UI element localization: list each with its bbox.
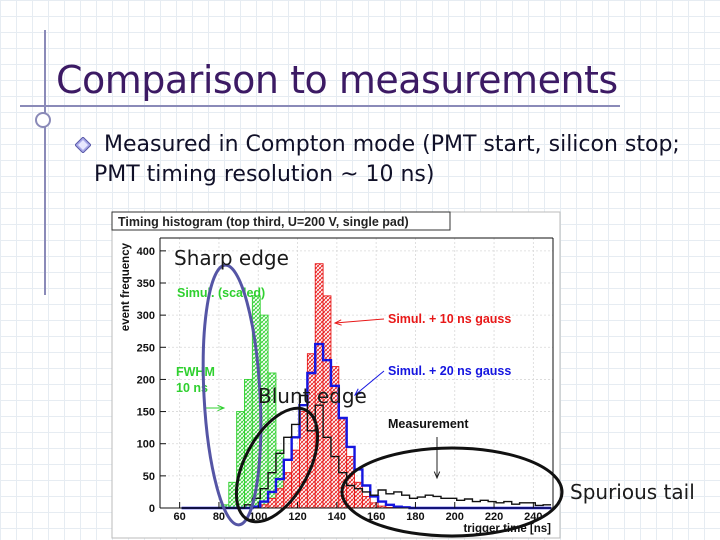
x-tick-label: 200 <box>446 511 464 523</box>
annotation-simul-scaled: Simul. (scaled) <box>177 286 265 300</box>
y-tick-label: 200 <box>137 374 155 386</box>
annotation-simul-10ns: Simul. + 10 ns gauss <box>388 312 511 326</box>
annotation-measurement: Measurement <box>388 417 469 431</box>
chart-title: Timing histogram (top third, U=200 V, si… <box>118 215 409 229</box>
arrow-measurement-head <box>433 471 441 480</box>
annotation-fwhm-value: 10 ns <box>176 381 208 395</box>
y-tick-label: 0 <box>149 503 155 515</box>
slide-title: Comparison to measurements <box>56 58 618 102</box>
y-tick-label: 150 <box>137 407 155 419</box>
decorative-circle <box>35 112 51 128</box>
arrow-simul-20ns <box>354 370 385 396</box>
diamond-bullet-icon <box>75 137 91 153</box>
chart-title-box <box>111 211 451 231</box>
sharp-edge-label: Sharp edge <box>174 246 289 270</box>
x-tick-label: 80 <box>213 511 225 523</box>
sharp-edge-highlight-ellipse <box>201 263 263 527</box>
annotation-fwhm: FWHM <box>176 365 215 379</box>
spurious-tail-label: Spurious tail <box>570 480 695 504</box>
bullet-text: Measured in Compton mode (PMT start, sil… <box>94 132 680 187</box>
arrow-simul-20ns-head <box>354 388 362 396</box>
x-tick-label: 220 <box>485 511 503 523</box>
decorative-vertical-line <box>44 30 46 295</box>
y-tick-label: 100 <box>137 439 155 451</box>
blunt-edge-label: Blunt edge <box>258 384 367 408</box>
series-line-measurement <box>181 394 552 509</box>
x-tick-label: 60 <box>174 511 186 523</box>
x-tick-label: 160 <box>367 511 385 523</box>
x-tick-label: 140 <box>328 511 346 523</box>
y-tick-label: 350 <box>137 278 155 290</box>
arrow-fwhm-head <box>217 404 226 412</box>
x-tick-label: 180 <box>406 511 424 523</box>
y-tick-label: 300 <box>137 310 155 322</box>
decorative-horizontal-line <box>20 105 620 107</box>
bar-simul-10ns <box>369 502 379 509</box>
arrow-simul-10ns <box>334 318 385 324</box>
y-tick-label: 250 <box>137 342 155 354</box>
x-tick-label: 120 <box>288 511 306 523</box>
spurious-tail-highlight-ellipse <box>340 446 564 538</box>
arrow-simul-10ns-head <box>333 319 342 326</box>
y-tick-label: 400 <box>137 246 155 258</box>
bar-simul-10ns <box>361 495 371 509</box>
y-tick-label: 50 <box>143 471 155 483</box>
annotation-simul-20ns: Simul. + 20 ns gauss <box>388 364 511 378</box>
blunt-edge-highlight-ellipse <box>234 406 320 524</box>
y-axis-label: event frequency <box>120 242 132 331</box>
